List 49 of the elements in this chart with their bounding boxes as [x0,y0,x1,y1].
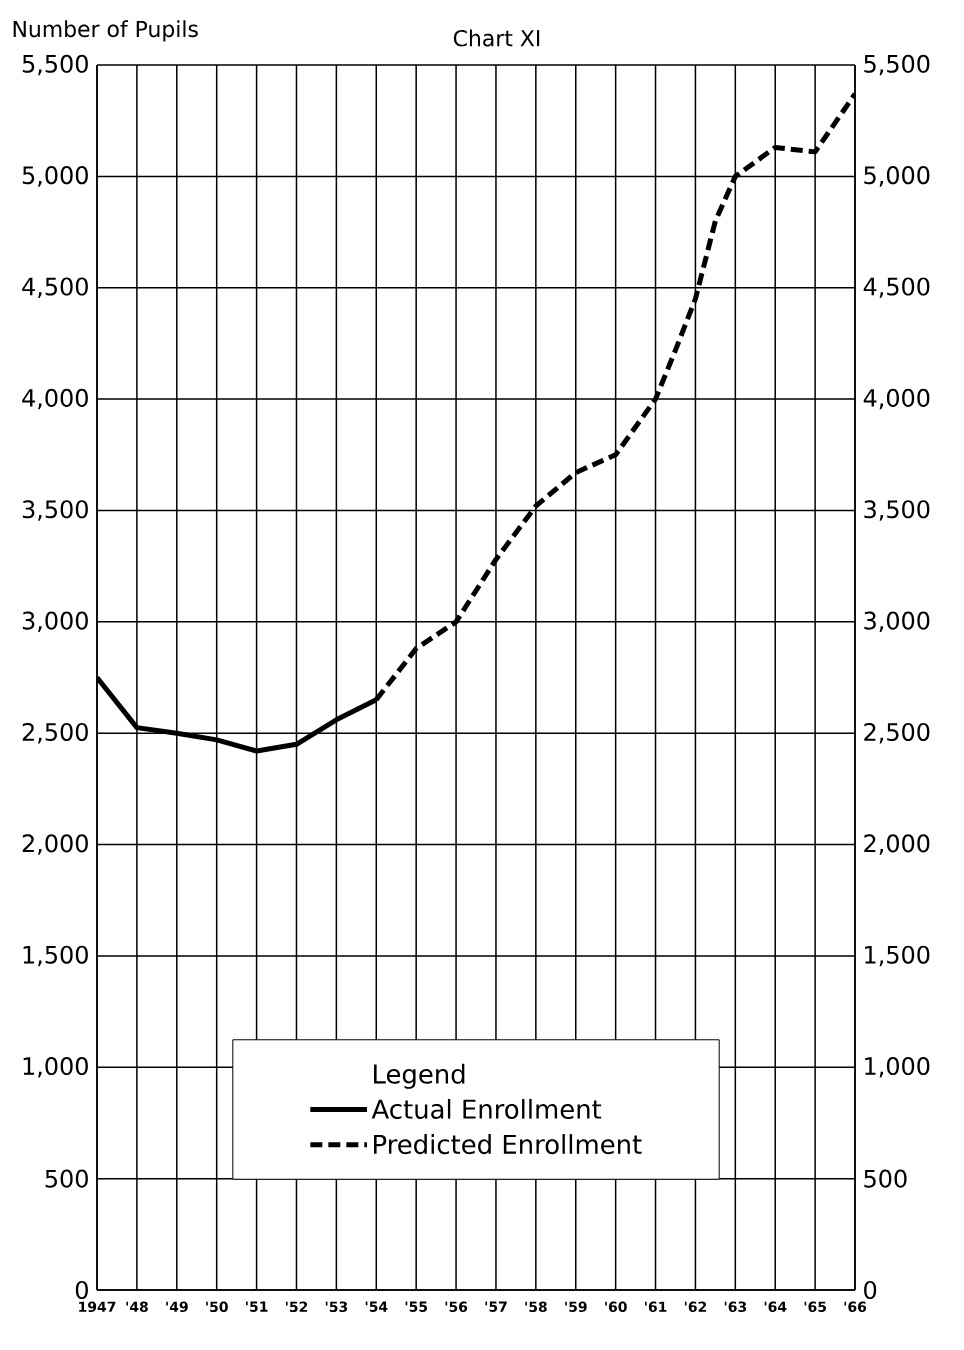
y-tick-label: 5,500 [22,54,88,76]
y2-tick-label: 1,500 [865,945,930,967]
x-tick-label: '63 [724,1301,747,1313]
x-tick-label: '64 [764,1301,787,1313]
y2-tick-label: 3,500 [864,500,930,521]
y2-tick-label: 4,000 [863,388,930,410]
chart-title: Chart XI [453,29,540,47]
y-tick-label: 5,000 [22,166,88,187]
y-tick-label: 1,500 [23,945,88,967]
y2-tick-label: 4,500 [863,277,930,299]
x-tick-label: '62 [684,1301,707,1313]
y-tick-label: 4,000 [22,388,88,410]
x-tick-label: '58 [525,1301,547,1313]
y2-tick-label: 500 [864,1169,907,1188]
x-tick-label: 1947 [79,1301,116,1313]
x-tick-label: '66 [844,1301,867,1313]
legend-title: Legend [374,1063,465,1089]
x-tick-label: '51 [246,1301,268,1312]
y2-tick-label: 3,000 [864,611,930,633]
x-tick-label: '57 [485,1301,507,1312]
y-tick-label: 1,000 [23,1057,88,1078]
x-tick-label: '65 [804,1301,826,1313]
y2-tick-label: 2,000 [864,834,930,855]
y2-tick-label: 5,500 [864,54,930,76]
y-tick-label: 3,500 [22,500,88,521]
x-tick-label: '52 [285,1301,308,1313]
y-tick-label: 2,000 [22,834,88,855]
x-tick-label: '50 [206,1301,228,1313]
x-tick-label: '55 [405,1301,428,1312]
y-tick-label: 2,500 [22,722,88,744]
y-tick-label: 3,000 [22,611,88,633]
x-tick-label: '48 [126,1301,148,1313]
y2-tick-label: 5,000 [864,166,930,187]
legend-label: Actual Enrollment [371,1098,602,1119]
x-tick-label: '49 [166,1301,188,1313]
y-tick-label: 0 [75,1280,88,1300]
legend-label: Predicted Enrollment [374,1134,642,1155]
x-tick-label: '60 [605,1301,627,1313]
x-tick-label: '59 [565,1301,587,1313]
y2-tick-label: 0 [864,1280,877,1300]
x-tick-label: '61 [645,1301,667,1313]
y-axis-title: Number of Pupils [13,20,198,42]
y-tick-label: 4,500 [22,277,88,299]
y2-tick-label: 1,000 [865,1057,930,1078]
x-tick-label: '56 [445,1301,468,1313]
y2-tick-label: 2,500 [864,722,930,744]
x-tick-label: '54 [365,1301,388,1312]
y-tick-label: 500 [45,1169,88,1188]
x-tick-label: '53 [325,1301,348,1313]
